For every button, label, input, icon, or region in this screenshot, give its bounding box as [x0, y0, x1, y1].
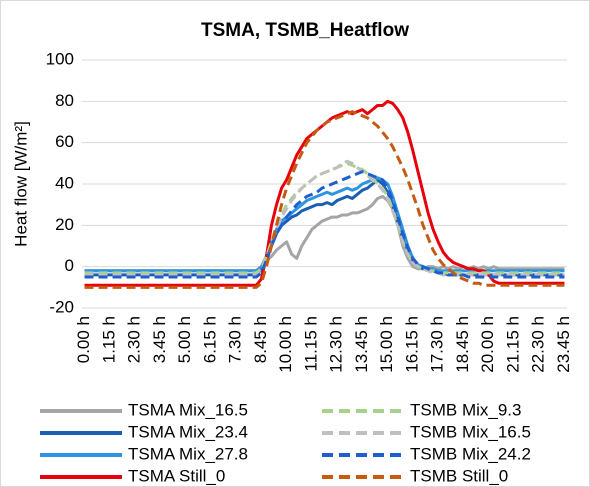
x-tick-label: 8.45 h: [251, 316, 270, 363]
y-tick-label: 60: [55, 132, 74, 151]
y-tick-label: 100: [46, 49, 74, 68]
legend-label: TSMA Mix_27.8: [128, 444, 248, 463]
x-tick-label: 17.30 h: [428, 316, 447, 373]
data-line: [84, 110, 565, 289]
data-line: [84, 159, 565, 277]
x-tick-label: 21.15 h: [503, 316, 522, 373]
legend-label: TSMA Still_0: [128, 466, 225, 485]
legend-label: TSMB Mix_24.2: [410, 444, 531, 463]
y-tick-label: 20: [55, 215, 74, 234]
x-tick-label: 16.15 h: [402, 316, 421, 373]
y-tick-label: 80: [55, 91, 74, 110]
y-axis-label: Heat flow [W/m²]: [11, 121, 30, 247]
y-tick-label: 0: [65, 256, 74, 275]
x-tick-label: 5.00 h: [175, 316, 194, 363]
legend-label: TSMA Mix_16.5: [128, 400, 248, 419]
legend-label: TSMB Mix_9.3: [410, 400, 521, 419]
x-tick-label: 18.45 h: [453, 316, 472, 373]
x-tick-label: 1.15 h: [99, 316, 118, 363]
x-tick-label: 7.30 h: [226, 316, 245, 363]
y-tick-label: -20: [49, 297, 74, 316]
x-tick-label: 20.00 h: [478, 316, 497, 373]
x-tick-label: 3.45 h: [150, 316, 169, 363]
x-tick-label: 13.45 h: [352, 316, 371, 373]
x-tick-label: 11.15 h: [301, 316, 320, 371]
x-tick-label: 23.45 h: [554, 316, 573, 373]
x-tick-label: 12.30 h: [327, 316, 346, 373]
x-tick-label: 6.15 h: [200, 316, 219, 363]
x-tick-label: 0.00 h: [74, 316, 93, 363]
chart-title: TSMA, TSMB_Heatflow: [201, 20, 409, 41]
x-tick-label: 15.00 h: [377, 316, 396, 373]
legend-label: TSMB Still_0: [410, 466, 508, 485]
x-tick-label: 22.30 h: [529, 316, 548, 373]
legend-label: TSMA Mix_23.4: [128, 422, 248, 441]
x-tick-label: 10.00 h: [276, 316, 295, 373]
x-tick-label: 2.30 h: [125, 316, 144, 363]
y-tick-label: 40: [55, 173, 74, 192]
legend-label: TSMB Mix_16.5: [410, 422, 531, 441]
